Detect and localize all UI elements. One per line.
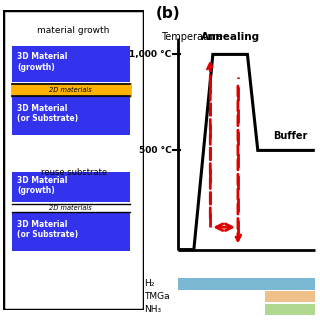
Text: 3D Material
(growth): 3D Material (growth) [17,52,68,72]
Text: 500 °C: 500 °C [139,146,172,155]
Bar [265,291,315,302]
Bar [178,278,315,290]
Bar [12,212,130,251]
Text: 1,000 °C: 1,000 °C [129,50,172,59]
Text: Annealing: Annealing [202,32,260,42]
Text: Temperature: Temperature [161,32,223,42]
Text: NH₃: NH₃ [144,305,161,314]
Text: (b): (b) [156,6,180,21]
Text: 2D materials: 2D materials [49,87,92,93]
Bar [12,46,130,82]
Bar [12,84,130,96]
Bar [265,304,315,315]
Text: 3D Material
(or Substrate): 3D Material (or Substrate) [17,104,78,123]
Text: reuse substrate: reuse substrate [41,168,107,177]
Text: material growth: material growth [37,26,110,35]
Bar [12,172,130,202]
Text: H₂: H₂ [144,279,154,289]
Text: 2D materials: 2D materials [49,205,92,211]
Text: 3D Material
(or Substrate): 3D Material (or Substrate) [17,220,78,239]
Text: TMGa: TMGa [144,292,169,301]
Text: 3D Material
(growth): 3D Material (growth) [17,176,68,195]
Text: Buffer: Buffer [273,131,308,141]
Bar [12,84,130,96]
Bar [12,96,130,135]
